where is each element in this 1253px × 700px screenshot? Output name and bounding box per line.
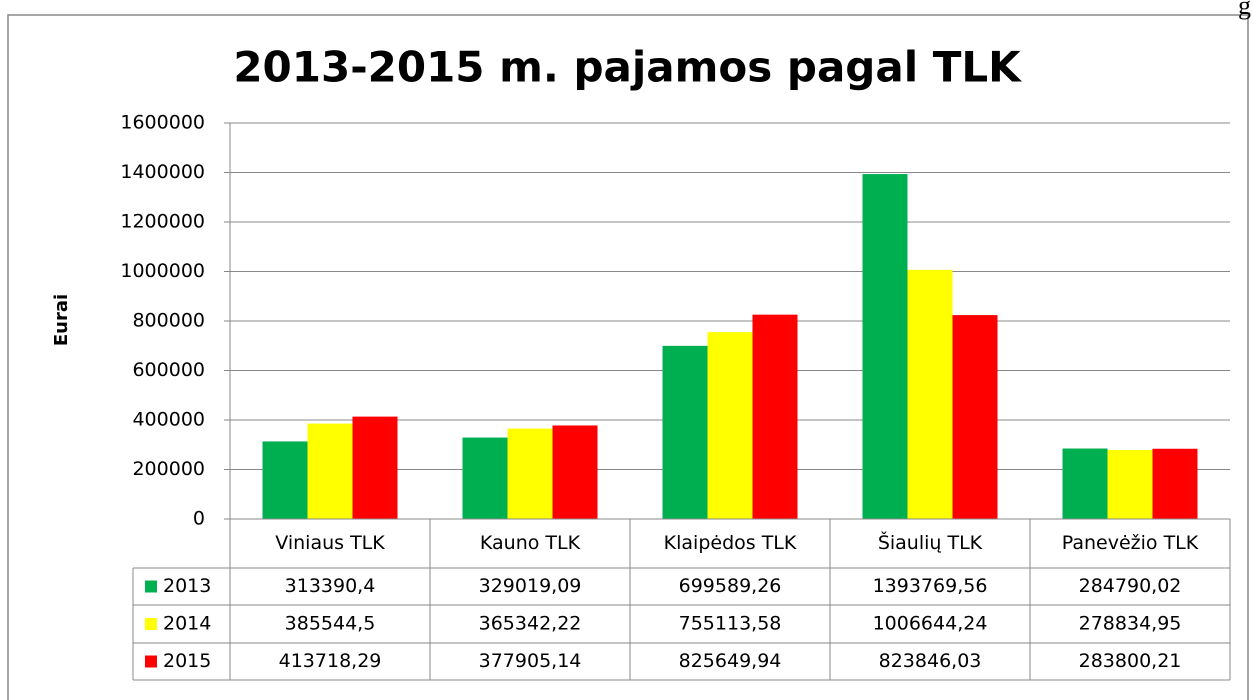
bar <box>552 425 598 519</box>
bar <box>1152 448 1198 519</box>
chart-title: 2013-2015 m. pajamos pagal TLK <box>233 43 1022 92</box>
bar <box>707 332 753 519</box>
table-cell: 1006644,24 <box>873 613 988 635</box>
bar <box>507 428 553 519</box>
x-tick-label: Šiaulių TLK <box>878 530 983 554</box>
table-cell: 365342,22 <box>479 613 582 635</box>
y-tick-label: 0 <box>193 508 205 530</box>
table-cell: 377905,14 <box>479 650 582 672</box>
legend-swatch <box>145 618 157 630</box>
bar <box>1062 448 1108 519</box>
bar <box>662 345 708 519</box>
table-cell: 278834,95 <box>1079 613 1182 635</box>
y-tick-label: 1200000 <box>120 211 205 233</box>
y-tick-label: 200000 <box>132 458 205 480</box>
table-cell: 283800,21 <box>1079 650 1182 672</box>
y-tick-label: 600000 <box>132 359 205 381</box>
legend-swatch <box>145 655 157 668</box>
legend-label: 2014 <box>163 613 211 635</box>
table-cell: 313390,4 <box>285 575 376 597</box>
bar <box>462 437 508 519</box>
x-tick-label: Klaipėdos TLK <box>664 532 797 554</box>
x-tick-label: Panevėžio TLK <box>1062 532 1199 554</box>
table-cell: 413718,29 <box>279 650 382 672</box>
table-cell: 825649,94 <box>679 650 782 672</box>
x-tick-label: Viniaus TLK <box>275 532 385 554</box>
bar <box>307 423 353 519</box>
y-tick-label: 1600000 <box>120 112 205 134</box>
y-tick-label: 1400000 <box>120 161 205 183</box>
table-cell: 385544,5 <box>285 613 376 635</box>
y-axis-label: Eurai <box>51 294 72 346</box>
y-tick-label: 1000000 <box>120 260 205 282</box>
bar <box>952 315 998 519</box>
bar <box>862 174 908 519</box>
bar <box>752 314 798 519</box>
corner-text: g <box>1238 0 1251 20</box>
bar <box>907 269 953 519</box>
table-cell: 699589,26 <box>679 575 782 597</box>
table-cell: 284790,02 <box>1079 575 1182 597</box>
table-cell: 823846,03 <box>879 650 982 672</box>
legend-label: 2015 <box>163 650 211 672</box>
legend-label: 2013 <box>163 575 211 597</box>
chart-border <box>7 14 1249 700</box>
table-cell: 1393769,56 <box>873 575 988 597</box>
legend-swatch <box>145 580 157 593</box>
x-tick-label: Kauno TLK <box>480 532 581 554</box>
bar <box>1107 449 1153 519</box>
bar <box>352 416 398 519</box>
bar <box>262 441 308 519</box>
table-cell: 329019,09 <box>479 575 582 597</box>
table-cell: 755113,58 <box>679 613 782 635</box>
y-tick-label: 800000 <box>132 310 205 332</box>
y-tick-label: 400000 <box>132 409 205 431</box>
